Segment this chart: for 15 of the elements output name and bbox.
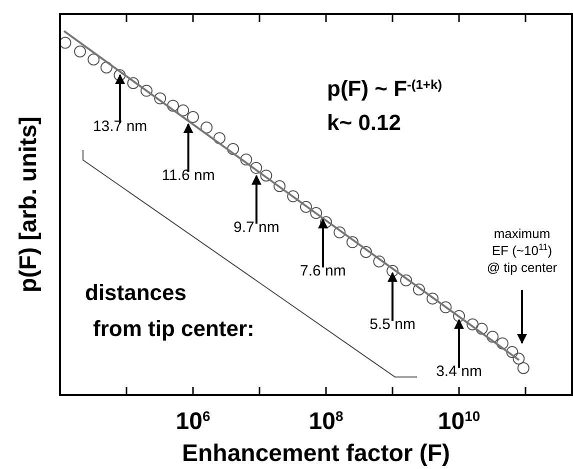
annotation: p(F) ~ F$^{-(1+k)}$ bbox=[327, 76, 442, 101]
annotation: 11.6 nm bbox=[162, 167, 215, 184]
annotation: 3.4 nm bbox=[436, 362, 482, 380]
x-tick-label: 10$^{6}$ bbox=[176, 408, 210, 435]
x-tick-label: 10$^{8}$ bbox=[308, 408, 344, 435]
annotation: 9.7 nm bbox=[234, 218, 280, 236]
x-tick-label: 10$^{10}$ bbox=[438, 408, 480, 435]
x-axis-title: Enhancement factor (F) bbox=[182, 440, 450, 467]
annotation: 13.7 nm bbox=[92, 118, 148, 135]
annotation: 5.5 nm bbox=[370, 316, 416, 333]
annotation: 7.6 nm bbox=[300, 262, 346, 280]
annotation: k~ 0.12 bbox=[327, 110, 402, 135]
y-axis-title: p(F) [arb. units] bbox=[15, 116, 42, 292]
annotation: maximum EF (~10$^{11}$) @ tip center bbox=[486, 226, 558, 275]
annotation: distances from tip center: bbox=[85, 280, 254, 341]
